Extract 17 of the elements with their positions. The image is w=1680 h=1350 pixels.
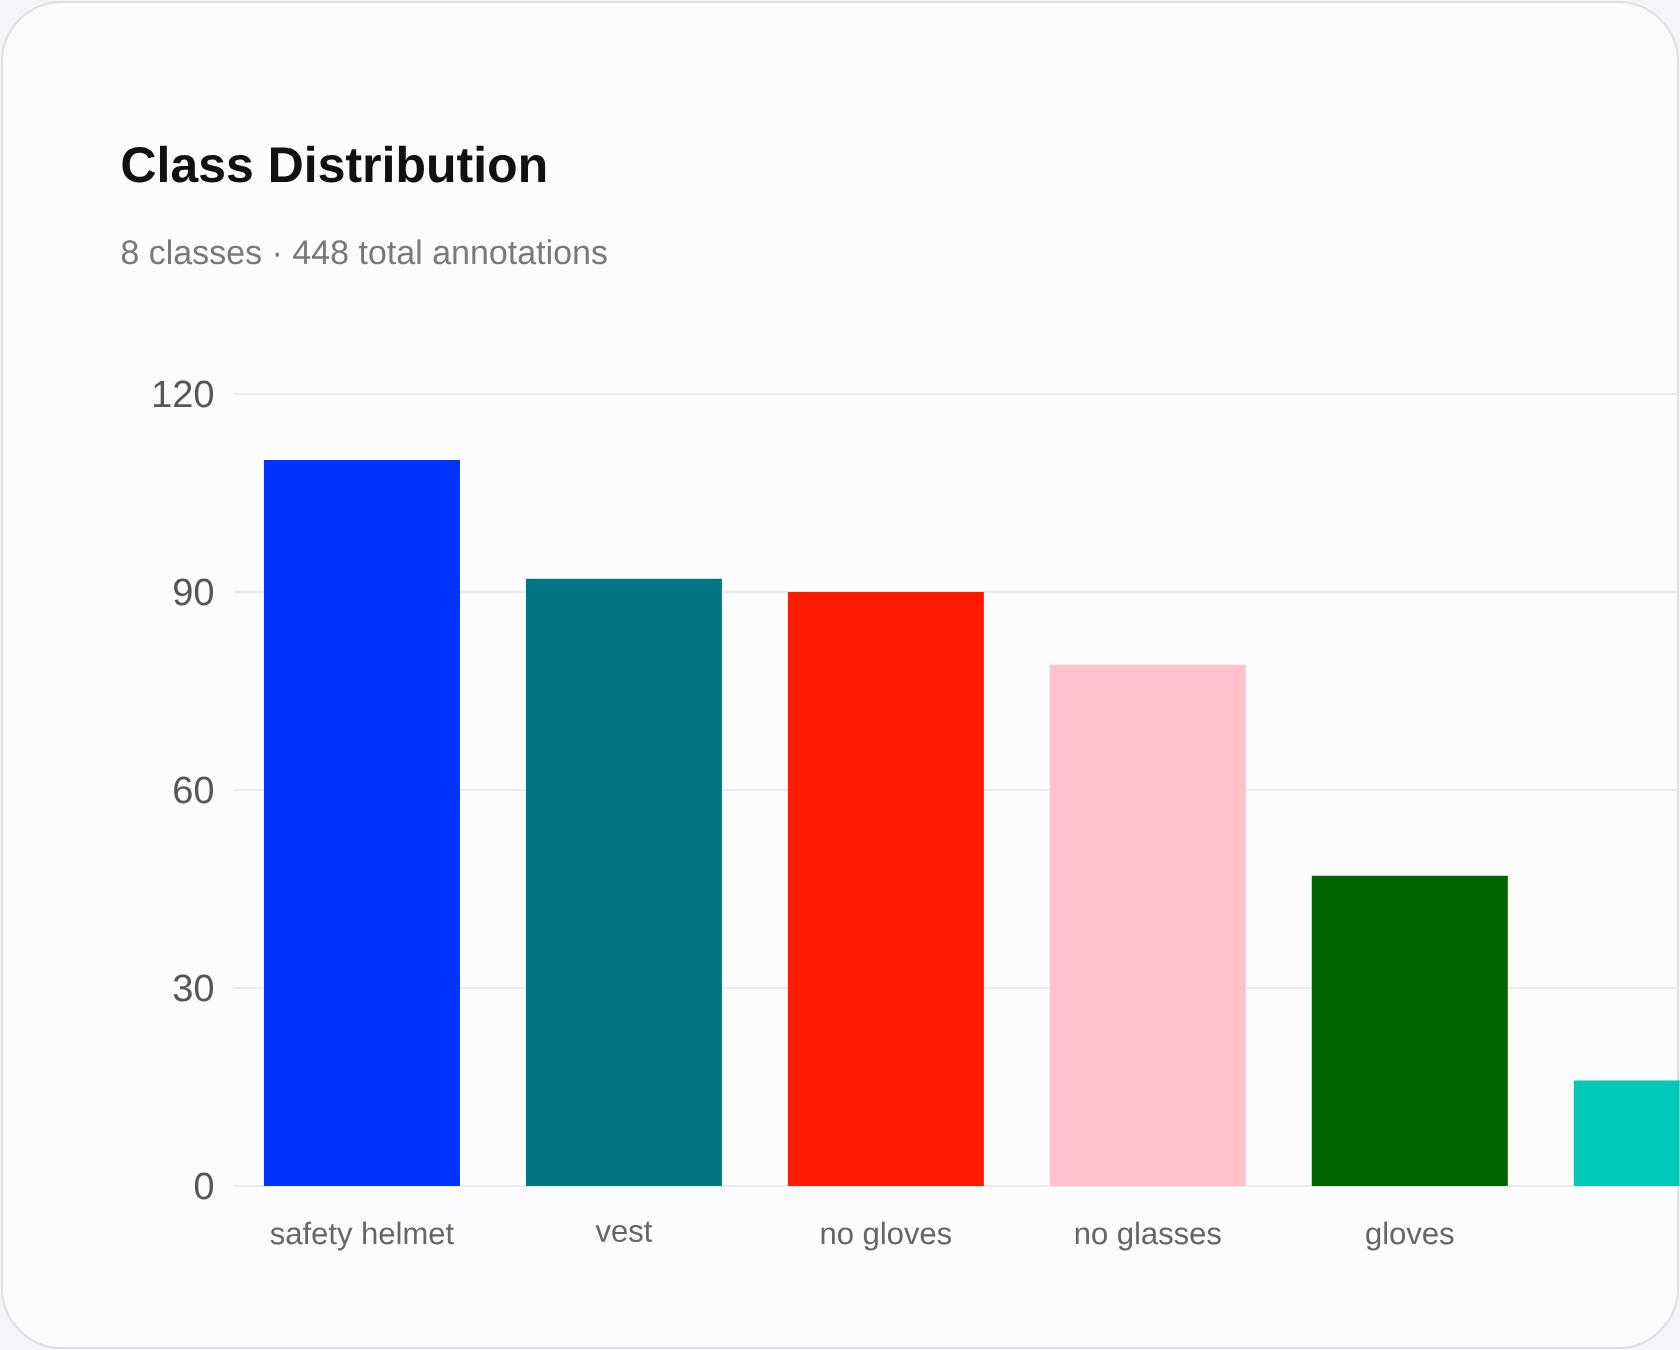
y-tick-label: 120 [154,380,214,408]
bar [787,592,984,1186]
x-tick-label: gloves [1366,1221,1454,1251]
x-tick-label: no gloves [821,1221,952,1251]
x-tick-label: safety helmet [270,1221,454,1251]
chart-title: Class Distribution [122,145,546,183]
bar [263,460,460,1186]
y-tick-label: 60 [174,776,214,804]
y-tick-label: 30 [173,974,214,1002]
y-tick-label: 0 [194,1172,214,1200]
chart-subtitle: 8 classes · 448 total annotations [121,239,607,265]
y-tick-label: 90 [174,578,214,606]
x-tick-label: no glasses [1075,1221,1221,1251]
bar [525,578,722,1186]
x-tick-label: vest [595,1221,653,1242]
bar [1049,664,1246,1186]
bar [1311,875,1508,1186]
